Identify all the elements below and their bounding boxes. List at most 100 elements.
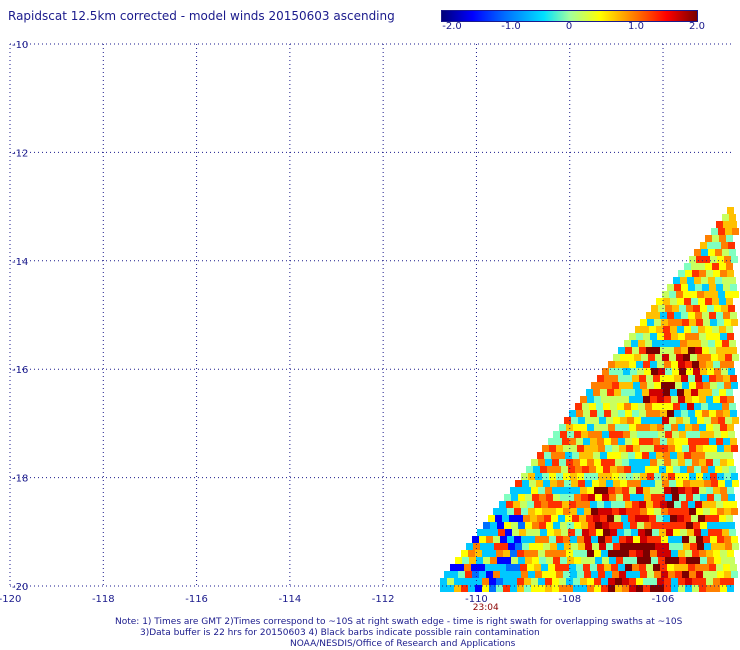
swath-cell [578,480,585,487]
swath-cell [510,487,517,494]
swath-cell [688,564,695,571]
swath-cell [493,571,500,578]
swath-cell [476,557,483,564]
swath-cell [694,403,701,410]
swath-cell [679,431,686,438]
swath-cell [609,431,616,438]
swath-cell [584,536,591,543]
swath-cell [569,438,576,445]
swath-cell [569,501,576,508]
swath-cell [695,410,702,417]
swath-cell [732,291,739,298]
swath-cell [645,403,652,410]
swath-cell [671,361,678,368]
swath-cell [632,438,639,445]
swath-cell [566,585,573,592]
swath-cell [710,473,717,480]
swath-cell [608,550,615,557]
swath-cell [681,564,688,571]
swath-cell [674,438,681,445]
swath-cell [572,515,579,522]
swath-cell [731,571,738,578]
swath-cell [702,410,709,417]
swath-cell [721,557,728,564]
swath-cell [692,396,699,403]
swath-cell [635,452,642,459]
swath-cell [646,375,653,382]
swath-cell [541,501,548,508]
swath-cell [689,571,696,578]
swath-cell [689,256,696,263]
swath-cell [701,466,708,473]
swath-cell [715,403,722,410]
swath-cell [614,515,621,522]
swath-cell [676,417,683,424]
swath-cell [528,536,535,543]
swath-cell [576,564,583,571]
swath-cell [694,249,701,256]
swath-cell [720,459,727,466]
swath-cell [585,543,592,550]
swath-cell [726,298,733,305]
swath-cell [581,431,588,438]
swath-cell [538,550,545,557]
swath-cell [606,480,613,487]
swath-cell [624,403,631,410]
swath-cell [708,249,715,256]
swath-cell [699,487,706,494]
swath-cell [705,263,712,270]
swath-cell [652,529,659,536]
swath-cell [716,438,723,445]
swath-cell [613,417,620,424]
swath-cell [591,508,598,515]
swath-cell [589,466,596,473]
swath-cell [598,445,605,452]
swath-cell [675,508,682,515]
swath-cell [696,319,703,326]
swath-cell [677,515,684,522]
swath-cell [498,529,505,536]
swath-cell [644,431,651,438]
swath-cell [487,543,494,550]
swath-cell [612,473,619,480]
swath-cell [631,403,638,410]
swath-cell [637,522,644,529]
swath-cell [618,410,625,417]
swath-cell [644,557,651,564]
swath-cell [567,557,574,564]
swath-cell [667,564,674,571]
swath-cell [512,529,519,536]
swath-cell [615,459,622,466]
swath-cell [620,354,627,361]
swath-cell [698,452,705,459]
swath-cell [636,550,643,557]
swath-cell [609,368,616,375]
swath-cell [601,424,608,431]
swath-cell [663,452,670,459]
swath-cell [511,522,518,529]
swath-cell [579,452,586,459]
swath-cell [672,305,679,312]
swath-cell [677,298,684,305]
swath-cell [689,508,696,515]
swath-cell [660,438,667,445]
swath-cell [691,452,698,459]
swath-cell [594,396,601,403]
swath-cell [674,375,681,382]
swath-cell [723,564,730,571]
swath-cell [627,417,634,424]
swath-cell [683,480,690,487]
swath-cell [645,466,652,473]
swath-cell [710,445,717,452]
swath-cell [629,550,636,557]
swath-cell [600,515,607,522]
swath-cell [690,291,697,298]
swath-cell [513,501,520,508]
swath-cell [619,382,626,389]
swath-cell [565,452,572,459]
swath-cell [668,445,675,452]
swath-cell [624,340,631,347]
swath-cell [586,452,593,459]
swath-cell [647,319,654,326]
swath-cell [680,529,687,536]
